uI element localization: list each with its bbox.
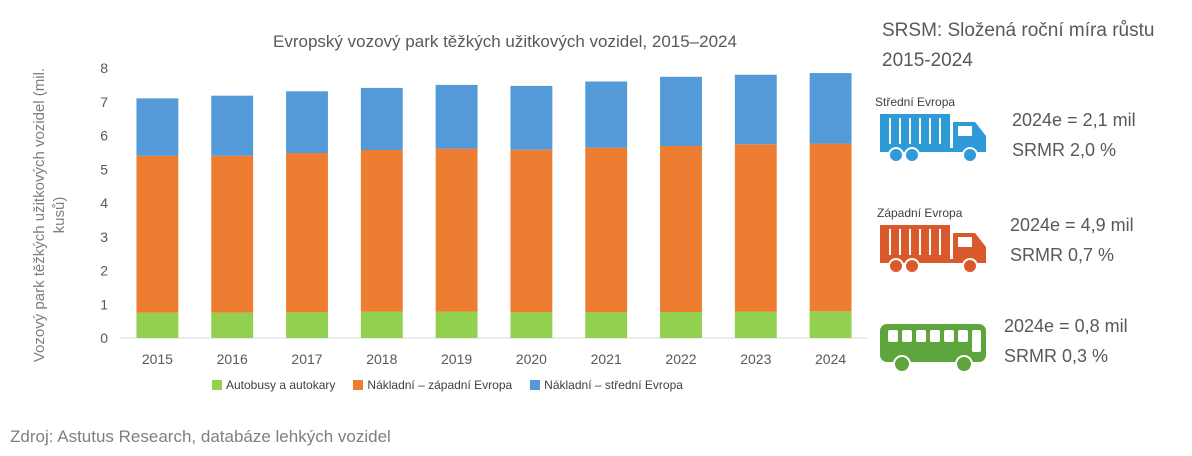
truck-icon [880,225,986,274]
x-tick-label: 2020 [516,351,547,367]
bar-segment [734,144,777,312]
x-tick-label: 2021 [591,351,622,367]
region-label: Západní Evropa [877,206,963,220]
bar-segment [585,81,628,148]
x-tick-label: 2015 [142,351,173,367]
legend-item-central: Nákladní – střední Evropa [530,378,683,392]
legend: Autobusy a autokary Nákladní – západní E… [212,378,683,392]
bar-segment [435,311,478,338]
bar-segment [809,311,852,338]
legend-swatch [212,380,222,390]
bar-segment [510,149,553,313]
x-tick-label: 2018 [366,351,397,367]
bus-icon [880,324,986,373]
region-value: 2024e = 2,1 mil [1012,110,1136,130]
region-label: Střední Evropa [875,95,956,109]
region-western-europe: Západní Evropa 2024e = 4,9 mil SRMR 0,7 … [872,205,1182,285]
region-central-europe: Střední Evropa 2024e = 2,1 mil SRMR 2,0 … [872,92,1182,172]
bar-segment [136,155,179,313]
bar-segment [360,311,403,338]
legend-label: Nákladní – západní Evropa [367,378,513,392]
bar-segment [510,312,553,338]
region-value: 2024e = 4,9 mil [1010,215,1134,235]
region-cagr: SRMR 2,0 % [1012,140,1117,160]
bar-segment [734,74,777,145]
region-cagr: SRMR 0,7 % [1010,245,1115,265]
bar-segment [660,312,702,338]
bar-segment [136,312,179,338]
x-tick-label: 2022 [665,351,696,367]
bar-segment [510,85,553,150]
region-buses: 2024e = 0,8 mil SRMR 0,3 % [872,310,1182,380]
side-panel-title: SRSM: Složená roční míra růstu 2015-2024 [882,20,1155,71]
bar-segment [809,73,852,144]
bar-segment [435,84,478,149]
bar-segment [660,145,702,313]
bar-segment [211,95,254,156]
legend-label: Nákladní – střední Evropa [544,378,683,392]
region-cagr: SRMR 0,3 % [1004,346,1109,366]
x-tick-label: 2016 [217,351,248,367]
bar-segment [809,143,852,312]
bar-segment [136,98,179,156]
y-tick-label: 3 [100,229,108,245]
y-tick-label: 4 [100,195,108,211]
bar-segment [360,87,403,151]
bar-segment [435,148,478,312]
x-tick-label: 2024 [815,351,846,367]
truck-icon [880,114,986,163]
bar-segment [360,150,403,312]
source-note: Zdroj: Astutus Research, databáze lehkýc… [10,427,391,446]
plot-area: 0 1 2 3 4 5 6 7 8 2015 2016 2017 2018 2019 2020 2021 202… [100,60,868,367]
y-tick-label: 1 [100,296,108,312]
bar-segment [211,312,254,338]
legend-swatch [530,380,541,390]
legend-label: Autobusy a autokary [226,378,336,392]
bar-segment [211,155,254,313]
y-tick-label: 6 [100,128,108,144]
region-value: 2024e = 0,8 mil [1004,316,1128,336]
legend-swatch [353,380,364,390]
x-tick-label: 2019 [441,351,472,367]
chart-title: Evropský vozový park těžkých užitkových … [273,32,737,51]
bar-segment [734,311,777,338]
y-tick-label: 2 [100,263,108,279]
bar-segment [660,76,702,146]
x-tick-label: 2023 [740,351,771,367]
stacked-bar-chart: Evropský vozový park těžkých užitkových … [31,32,868,392]
y-tick-label: 5 [100,161,108,177]
bar-segment [585,312,628,338]
bar-segment [286,312,328,338]
y-tick-label: 0 [100,330,108,346]
x-tick-label: 2017 [291,351,322,367]
legend-item-buses: Autobusy a autokary [212,378,335,392]
y-tick-label: 7 [100,94,108,110]
bar-segment [585,147,628,313]
bar-segment [286,153,328,313]
bar-segment [286,91,328,154]
legend-item-west: Nákladní – západní Evropa [353,378,512,392]
y-tick-label: 8 [100,60,108,76]
